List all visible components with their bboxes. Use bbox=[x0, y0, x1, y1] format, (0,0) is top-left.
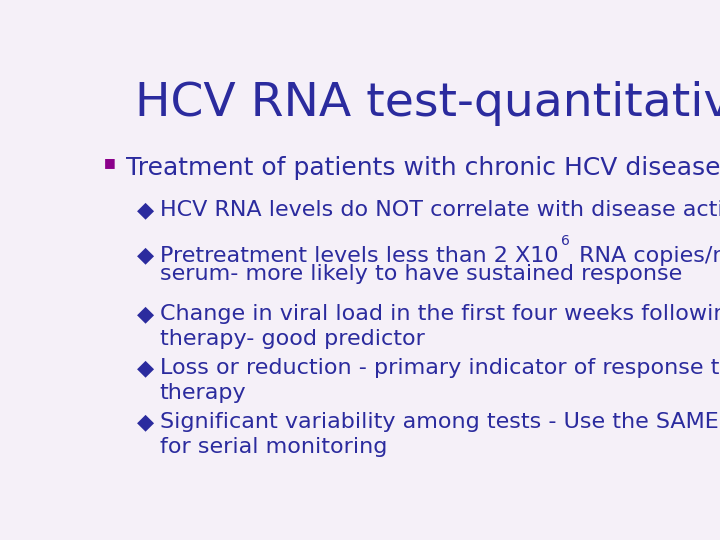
Text: Significant variability among tests - Use the SAME test
for serial monitoring: Significant variability among tests - Us… bbox=[160, 412, 720, 457]
Text: Change in viral load in the first four weeks following
therapy- good predictor: Change in viral load in the first four w… bbox=[160, 304, 720, 349]
Text: ◆: ◆ bbox=[138, 412, 155, 432]
Text: HCV RNA test-quantitative: HCV RNA test-quantitative bbox=[135, 82, 720, 126]
Text: ◆: ◆ bbox=[138, 304, 155, 324]
Text: Loss or reduction - primary indicator of response to
therapy: Loss or reduction - primary indicator of… bbox=[160, 358, 720, 403]
Text: ■: ■ bbox=[104, 156, 116, 169]
Text: ◆: ◆ bbox=[138, 246, 155, 266]
Text: HCV RNA levels do NOT correlate with disease activity: HCV RNA levels do NOT correlate with dis… bbox=[160, 200, 720, 220]
Text: Pretreatment levels less than 2 X10: Pretreatment levels less than 2 X10 bbox=[160, 246, 559, 266]
Text: ◆: ◆ bbox=[138, 358, 155, 378]
Text: serum- more likely to have sustained response: serum- more likely to have sustained res… bbox=[160, 264, 682, 284]
Text: RNA copies/ml: RNA copies/ml bbox=[572, 246, 720, 266]
Text: ◆: ◆ bbox=[138, 200, 155, 220]
Text: Treatment of patients with chronic HCV disease: Treatment of patients with chronic HCV d… bbox=[126, 156, 720, 180]
Text: 6: 6 bbox=[561, 234, 570, 248]
